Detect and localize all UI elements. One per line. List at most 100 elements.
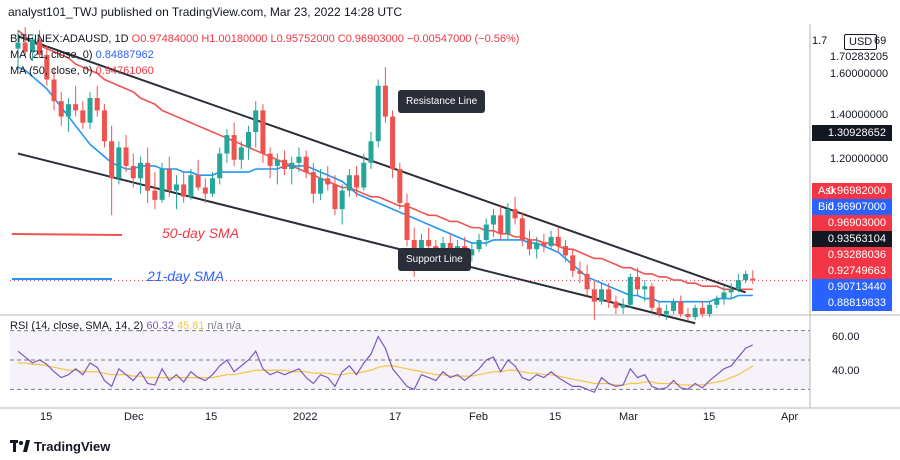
candle-body — [728, 289, 734, 293]
sma50-line — [17, 29, 753, 291]
candle-body — [606, 289, 612, 302]
candle-body — [296, 156, 302, 163]
candle-body — [426, 239, 432, 247]
price-tag-8: 0.88819833 — [812, 295, 892, 311]
legend-rsi[interactable]: RSI (14, close, SMA, 14, 2) 60.32 45.81 … — [10, 319, 241, 333]
resistance-trend-line — [17, 35, 746, 294]
candle-body — [642, 286, 648, 290]
candle-body — [310, 172, 316, 194]
legend-rsi-sma: 45.81 — [176, 320, 205, 332]
candle-body — [159, 169, 165, 200]
price-tag-mark: 1.30928652 — [812, 125, 892, 141]
legend-rsi-label: RSI (14, close, SMA, 14, 2) — [10, 320, 144, 332]
time-label-apr: Apr — [781, 411, 799, 423]
legend-rsi-na: n/a n/a — [207, 320, 242, 332]
trend-lines — [17, 35, 746, 325]
candle-body — [505, 209, 511, 234]
legend-rsi-value: 60.32 — [146, 320, 174, 332]
ask-value: 0.96982000 — [827, 185, 886, 197]
candle-body — [332, 184, 338, 210]
legend-symbol: BITFINEX:ADAUSD, 1D — [10, 33, 129, 45]
candle-body — [145, 162, 151, 191]
candle-body — [318, 178, 324, 194]
candle-body — [253, 110, 259, 132]
candle-body — [339, 190, 345, 210]
candle-body — [346, 175, 352, 191]
candle-body — [404, 202, 410, 240]
candle-body — [137, 162, 143, 179]
candle-body — [721, 292, 727, 299]
candle-body — [94, 98, 100, 111]
candle-body — [512, 209, 518, 219]
candle-body — [231, 135, 237, 160]
candle-body — [130, 165, 136, 179]
last-price-tag: 0.96903000 — [812, 215, 892, 231]
tradingview-logo-icon — [10, 440, 30, 452]
legend-ma50-value: 0.94761060 — [95, 65, 154, 77]
chart-canvas[interactable] — [0, 24, 900, 432]
bid-label: Bid — [818, 201, 834, 213]
candle-body — [620, 304, 626, 308]
ask-label: Ask — [818, 185, 837, 197]
candle-body — [714, 298, 720, 305]
footer: TradingView — [0, 432, 900, 460]
legend-ma50[interactable]: MA (50, close, 0) 0.94761060 — [10, 64, 154, 78]
time-label-mar: Mar — [619, 411, 638, 423]
price-label-1: 1.70283205 — [830, 51, 889, 63]
ask-tag: Ask 0.96982000 — [812, 183, 892, 199]
candle-body — [584, 273, 590, 290]
support-trend-line — [17, 152, 696, 325]
candle-body — [267, 153, 273, 166]
candle-body — [325, 178, 331, 185]
candle-body — [29, 39, 35, 52]
time-label-mar15: 15 — [703, 411, 716, 423]
candle-body — [534, 243, 540, 250]
candle-body — [123, 147, 129, 166]
candle-body — [735, 280, 741, 290]
price-tag-6: 0.92749663 — [812, 263, 892, 279]
price-label-2: 1.60000000 — [830, 68, 889, 80]
candle-body — [238, 147, 244, 160]
candle-body — [65, 104, 71, 117]
legend-ma21[interactable]: MA (21, close, 0) 0.84887962 — [10, 48, 154, 62]
time-label-feb: Feb — [469, 411, 488, 423]
candle-body — [303, 156, 309, 173]
candle-body — [743, 273, 749, 281]
sma50-legend-line — [11, 233, 123, 236]
candle-body — [613, 301, 619, 308]
candle-body — [368, 141, 374, 163]
candle-body — [217, 153, 223, 179]
candle-body — [289, 162, 295, 169]
candle-body — [555, 236, 561, 247]
candle-body — [152, 190, 158, 200]
currency-button[interactable]: USD — [844, 34, 878, 50]
candle-body — [224, 135, 230, 154]
support-line-label: Support Line — [398, 248, 471, 271]
candle-body — [101, 110, 107, 142]
time-label-dec: Dec — [124, 411, 144, 423]
rsi-axis-40: 40.00 — [832, 365, 860, 377]
candle-body — [570, 255, 576, 271]
candle-body — [663, 310, 669, 314]
time-label-dec15: 15 — [205, 411, 218, 423]
candle-body — [498, 215, 504, 234]
candle-body — [195, 175, 201, 188]
time-label-2022: 2022 — [293, 411, 318, 423]
candle-body — [202, 187, 208, 194]
candle-body — [490, 215, 496, 225]
time-label-nov15: 15 — [40, 411, 53, 423]
candle-body — [282, 159, 288, 169]
candle-body — [44, 54, 50, 80]
rsi-sma-line — [18, 362, 754, 386]
legend-line-1: BITFINEX:ADAUSD, 1D O0.97484000 H1.00180… — [10, 32, 519, 46]
candle-body — [116, 147, 122, 179]
tradingview-logo[interactable]: TradingView — [10, 437, 110, 455]
bid-value: 0.96907000 — [827, 201, 886, 213]
candle-body — [181, 184, 187, 197]
candle-body — [80, 110, 86, 123]
candle-body — [73, 104, 79, 111]
legend-ohlc: O0.97484000 H1.00180000 L0.95752000 C0.9… — [131, 33, 520, 45]
chart-header: analyst101_TWJ published on TradingView.… — [0, 0, 900, 24]
bid-tag: Bid 0.96907000 — [812, 199, 892, 215]
candle-body — [678, 301, 684, 314]
